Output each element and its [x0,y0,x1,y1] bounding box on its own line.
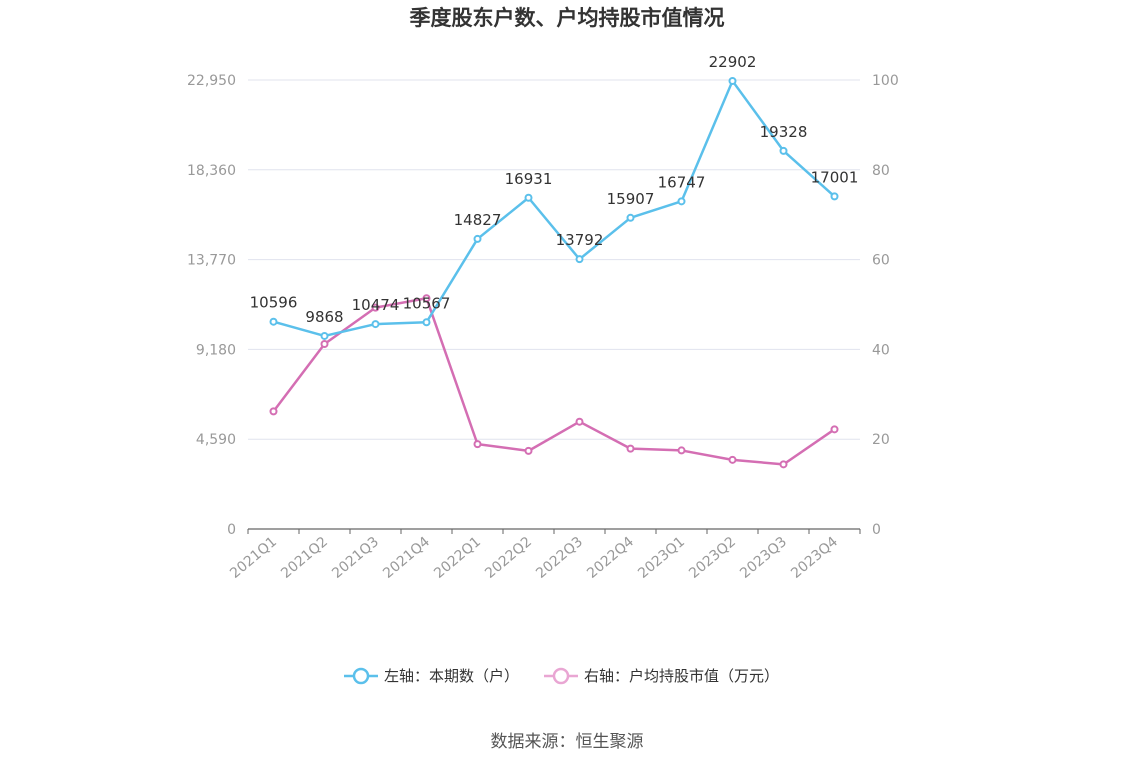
data-point [626,444,635,453]
data-point [677,197,686,206]
data-point [779,460,788,469]
data-point [524,193,533,202]
x-tick-label: 2023Q3 [737,534,790,582]
data-label: 15907 [607,190,655,208]
x-axis: 2021Q12021Q22021Q32021Q42022Q12022Q22022… [227,528,861,582]
left-tick-label: 13,770 [187,253,236,269]
left-tick-label: 0 [227,522,236,538]
data-point [524,446,533,455]
data-point [473,234,482,243]
right-tick-label: 20 [872,432,890,448]
right-tick-label: 40 [872,342,890,358]
data-point [728,76,737,85]
data-point [371,320,380,329]
left-axis-ticks: 0 4,590 9,180 13,770 18,360 22,950 [187,73,236,538]
left-tick-label: 22,950 [187,73,236,89]
series-layer [269,76,839,469]
data-point [320,340,329,349]
data-point [269,317,278,326]
data-label: 9868 [305,308,343,326]
x-tick-label: 2022Q4 [584,534,637,582]
series-line [272,296,836,466]
data-point [779,146,788,155]
right-tick-label: 60 [872,253,890,269]
right-axis-ticks: 0 20 40 60 80 100 [872,73,899,538]
x-tick-label: 2023Q1 [635,534,688,582]
x-tick-label: 2023Q2 [686,534,739,582]
data-label: 19328 [760,123,808,141]
x-tick-label: 2022Q3 [533,534,586,582]
left-tick-label: 4,590 [196,432,236,448]
data-point [473,440,482,449]
data-source: 数据来源：恒生聚源 [491,732,644,752]
legend-label: 左轴：本期数（户） [384,667,519,685]
data-point [677,446,686,455]
data-label: 17001 [811,168,859,186]
data-point [830,425,839,434]
x-tick-label: 2023Q4 [788,534,841,582]
x-tick-label: 2021Q4 [380,534,433,582]
data-label: 10567 [403,294,451,312]
data-label: 10474 [352,296,400,314]
x-tick-label: 2022Q1 [431,534,484,582]
legend-marker [352,667,370,685]
series-line [273,79,836,338]
data-point [422,318,431,327]
data-label: 16931 [505,170,553,188]
data-point [830,192,839,201]
legend-marker [552,667,570,685]
right-tick-label: 0 [872,522,881,538]
data-point [626,213,635,222]
data-point [575,255,584,264]
right-tick-label: 100 [872,73,899,89]
data-point [320,331,329,340]
data-label: 16747 [658,173,706,191]
x-tick-label: 2021Q1 [227,534,280,582]
data-point [371,303,380,312]
right-tick-label: 80 [872,163,890,179]
legend-item[interactable]: 左轴：本期数（户） [344,667,519,685]
data-label: 22902 [709,53,757,71]
chart-title: 季度股东户数、户均持股市值情况 [410,6,725,30]
data-label: 10596 [250,294,298,312]
data-label: 14827 [454,211,502,229]
x-tick-label: 2021Q2 [278,534,331,582]
data-point [269,407,278,416]
legend-label: 右轴：户均持股市值（万元） [584,667,779,685]
legend[interactable]: 左轴：本期数（户） 右轴：户均持股市值（万元） [344,667,779,685]
x-tick-label: 2021Q3 [329,534,382,582]
legend-item[interactable]: 右轴：户均持股市值（万元） [544,667,779,685]
left-tick-label: 18,360 [187,163,236,179]
data-point [728,455,737,464]
left-tick-label: 9,180 [196,342,236,358]
x-tick-label: 2022Q2 [482,534,535,582]
data-point [422,294,431,303]
grid-lines [248,79,860,440]
data-label: 13792 [556,231,604,249]
data-point [575,417,584,426]
